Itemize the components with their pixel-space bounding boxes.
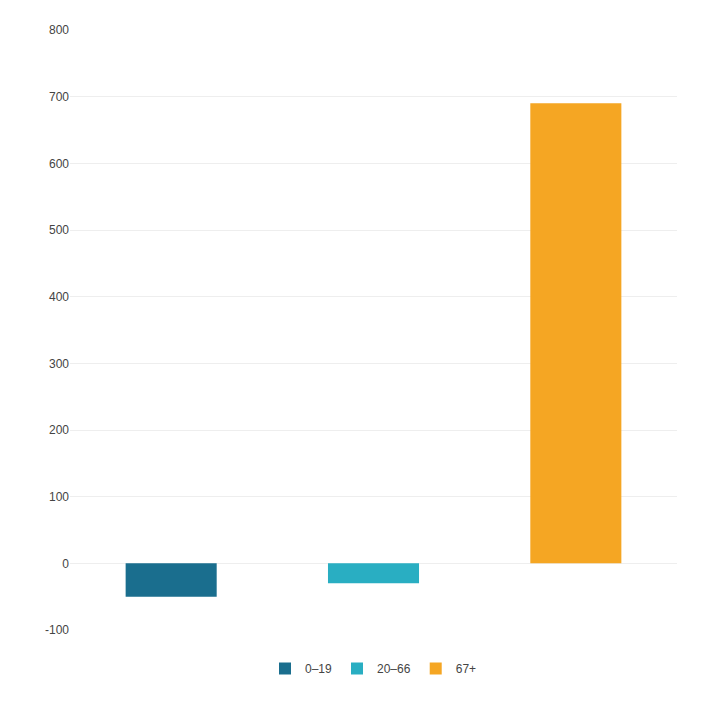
svg-text:20–66: 20–66 [377, 662, 411, 676]
svg-text:600: 600 [49, 157, 69, 171]
svg-text:500: 500 [49, 223, 69, 237]
svg-text:700: 700 [49, 90, 69, 104]
svg-text:-100: -100 [45, 623, 69, 637]
svg-text:300: 300 [49, 357, 69, 371]
svg-text:200: 200 [49, 423, 69, 437]
svg-text:100: 100 [49, 490, 69, 504]
svg-text:0: 0 [62, 557, 69, 571]
svg-text:0–19: 0–19 [305, 662, 332, 676]
svg-text:800: 800 [49, 23, 69, 37]
svg-text:67+: 67+ [456, 662, 476, 676]
svg-text:400: 400 [49, 290, 69, 304]
